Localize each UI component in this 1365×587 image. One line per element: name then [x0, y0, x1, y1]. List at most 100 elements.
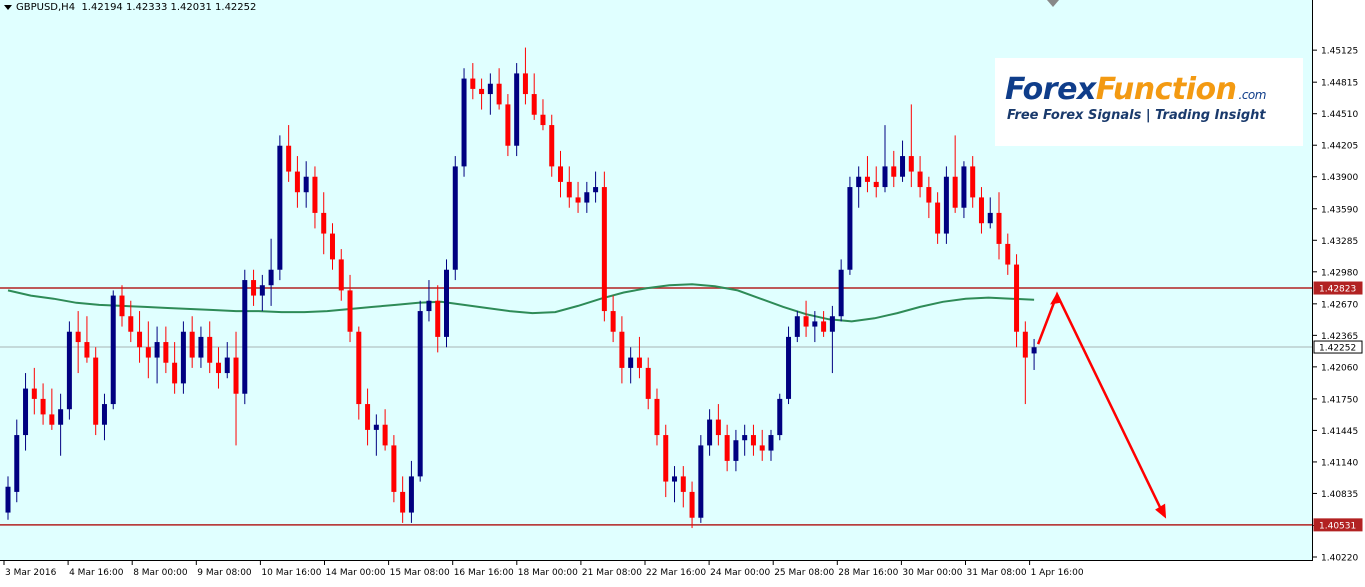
candle-body — [514, 73, 520, 146]
bull-candle — [444, 259, 449, 348]
bull-candle — [943, 166, 949, 244]
price-tick-label: 1.41140 — [1321, 458, 1358, 468]
bear-candle — [321, 192, 327, 255]
candle-body — [163, 342, 169, 363]
bear-candle — [645, 357, 651, 410]
bull-candle — [5, 476, 11, 520]
candle-body — [978, 197, 984, 224]
bear-candle — [663, 424, 669, 498]
bear-candle — [400, 476, 406, 523]
bull-candle — [900, 140, 906, 182]
candle-body — [970, 166, 976, 198]
candle-body — [838, 269, 844, 317]
bear-candle — [145, 321, 151, 379]
bear-candle — [137, 311, 143, 363]
candle-body — [724, 435, 730, 461]
bear-candle — [312, 166, 318, 229]
candle-body — [189, 331, 195, 358]
bear-candle — [636, 336, 642, 379]
projection-arrow-path — [1036, 291, 1166, 517]
time-tick-label: 24 Mar 00:00 — [710, 568, 770, 578]
candle-body — [49, 414, 55, 425]
bear-candle — [286, 125, 292, 182]
candle-body — [277, 145, 283, 270]
bear-candle — [207, 321, 213, 374]
candle-body — [400, 491, 406, 513]
resistance-price-tag — [1313, 281, 1363, 295]
bear-candle — [435, 285, 441, 353]
bear-candle — [759, 429, 765, 461]
chart-shift-marker-icon[interactable] — [1047, 0, 1059, 7]
candle-body — [426, 300, 432, 312]
bear-candle — [338, 249, 344, 301]
candle-body — [610, 311, 616, 332]
bull-candle — [742, 424, 748, 456]
bear-candle — [84, 316, 90, 363]
bull-candle — [628, 347, 634, 384]
candle-body — [987, 212, 993, 224]
dropdown-triangle-icon[interactable] — [4, 4, 12, 10]
bear-candle — [1022, 321, 1028, 405]
chart-plot-area[interactable]: GBPUSD,H4 1.42194 1.42333 1.42031 1.4225… — [0, 0, 1313, 561]
candle-body — [619, 331, 625, 368]
symbol-timeframe: GBPUSD,H4 — [16, 2, 76, 13]
candle-body — [66, 331, 72, 410]
time-axis[interactable]: 3 Mar 2016 4 Mar 16:00 8 Mar 00:00 9 Mar 08… — [0, 561, 1313, 583]
bear-candle — [566, 166, 572, 208]
bear-candle — [93, 347, 99, 436]
bear-candle — [365, 388, 371, 446]
time-tick-label: 21 Mar 08:00 — [582, 568, 642, 578]
bull-candle — [461, 68, 467, 177]
bear-candle — [926, 176, 932, 219]
candle-body — [768, 435, 774, 451]
candle-body — [356, 331, 362, 405]
candle-body — [303, 176, 309, 193]
bull-candle — [180, 321, 186, 394]
current-price-tag — [1313, 340, 1363, 354]
bear-candle — [163, 326, 169, 374]
candle-body — [224, 357, 230, 374]
price-axis-svg: 1.45125 1.44815 1.44510 1.44205 1.43900 1.435… — [1313, 47, 1363, 564]
price-tick-label: 1.44510 — [1321, 110, 1358, 120]
bull-candle — [408, 460, 414, 523]
candle-body — [479, 88, 485, 95]
bear-candle — [689, 481, 695, 529]
candle-body — [505, 104, 511, 146]
price-tick-label: 1.41750 — [1321, 395, 1358, 405]
bull-candle — [987, 197, 993, 229]
candle-body — [5, 486, 11, 513]
bear-candle — [558, 150, 564, 198]
candle-body — [540, 114, 546, 126]
bull-candle — [23, 373, 29, 451]
candle-body — [198, 336, 204, 358]
price-tick-label: 1.41445 — [1321, 427, 1358, 437]
bear-candle — [215, 347, 221, 389]
bear-candle — [575, 181, 581, 213]
bull-candle — [593, 171, 599, 203]
candle-body — [417, 311, 423, 477]
candle-body — [14, 435, 20, 492]
bear-candle — [952, 135, 958, 213]
time-tick-label: 25 Mar 08:00 — [774, 568, 834, 578]
bull-candle — [198, 326, 204, 368]
bear-candle — [75, 311, 81, 374]
bear-candle — [654, 388, 660, 446]
candle-body — [777, 398, 783, 436]
bull-candle — [514, 63, 520, 157]
price-tick-label: 1.42365 — [1321, 332, 1358, 342]
price-axis[interactable]: 1.45125 1.44815 1.44510 1.44205 1.43900 1.435… — [1313, 0, 1365, 564]
candle-body — [672, 476, 678, 482]
price-tick-label: 1.40835 — [1321, 490, 1358, 500]
bear-candle — [505, 94, 511, 157]
time-tick-label: 1 Apr 16:00 — [1031, 568, 1084, 578]
candle-body — [487, 83, 493, 95]
candle-body — [119, 295, 125, 317]
bear-candle — [935, 192, 941, 244]
candle-body — [435, 300, 441, 337]
bull-candle — [786, 326, 792, 405]
bull-candle — [856, 166, 862, 208]
candle-body — [900, 156, 906, 177]
logo-com: .com — [1238, 88, 1267, 102]
candle-body — [549, 125, 555, 167]
